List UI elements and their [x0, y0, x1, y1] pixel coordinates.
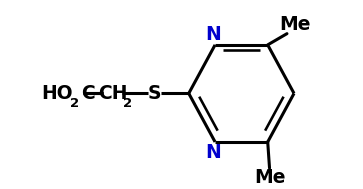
Text: 2: 2: [123, 97, 132, 110]
Text: C: C: [81, 84, 95, 103]
Text: HO: HO: [41, 84, 73, 103]
Text: S: S: [147, 84, 161, 103]
Text: N: N: [205, 25, 221, 44]
Text: 2: 2: [70, 97, 79, 110]
Text: Me: Me: [254, 168, 285, 187]
Text: Me: Me: [279, 15, 311, 34]
Text: N: N: [205, 143, 221, 162]
Text: CH: CH: [98, 84, 127, 103]
